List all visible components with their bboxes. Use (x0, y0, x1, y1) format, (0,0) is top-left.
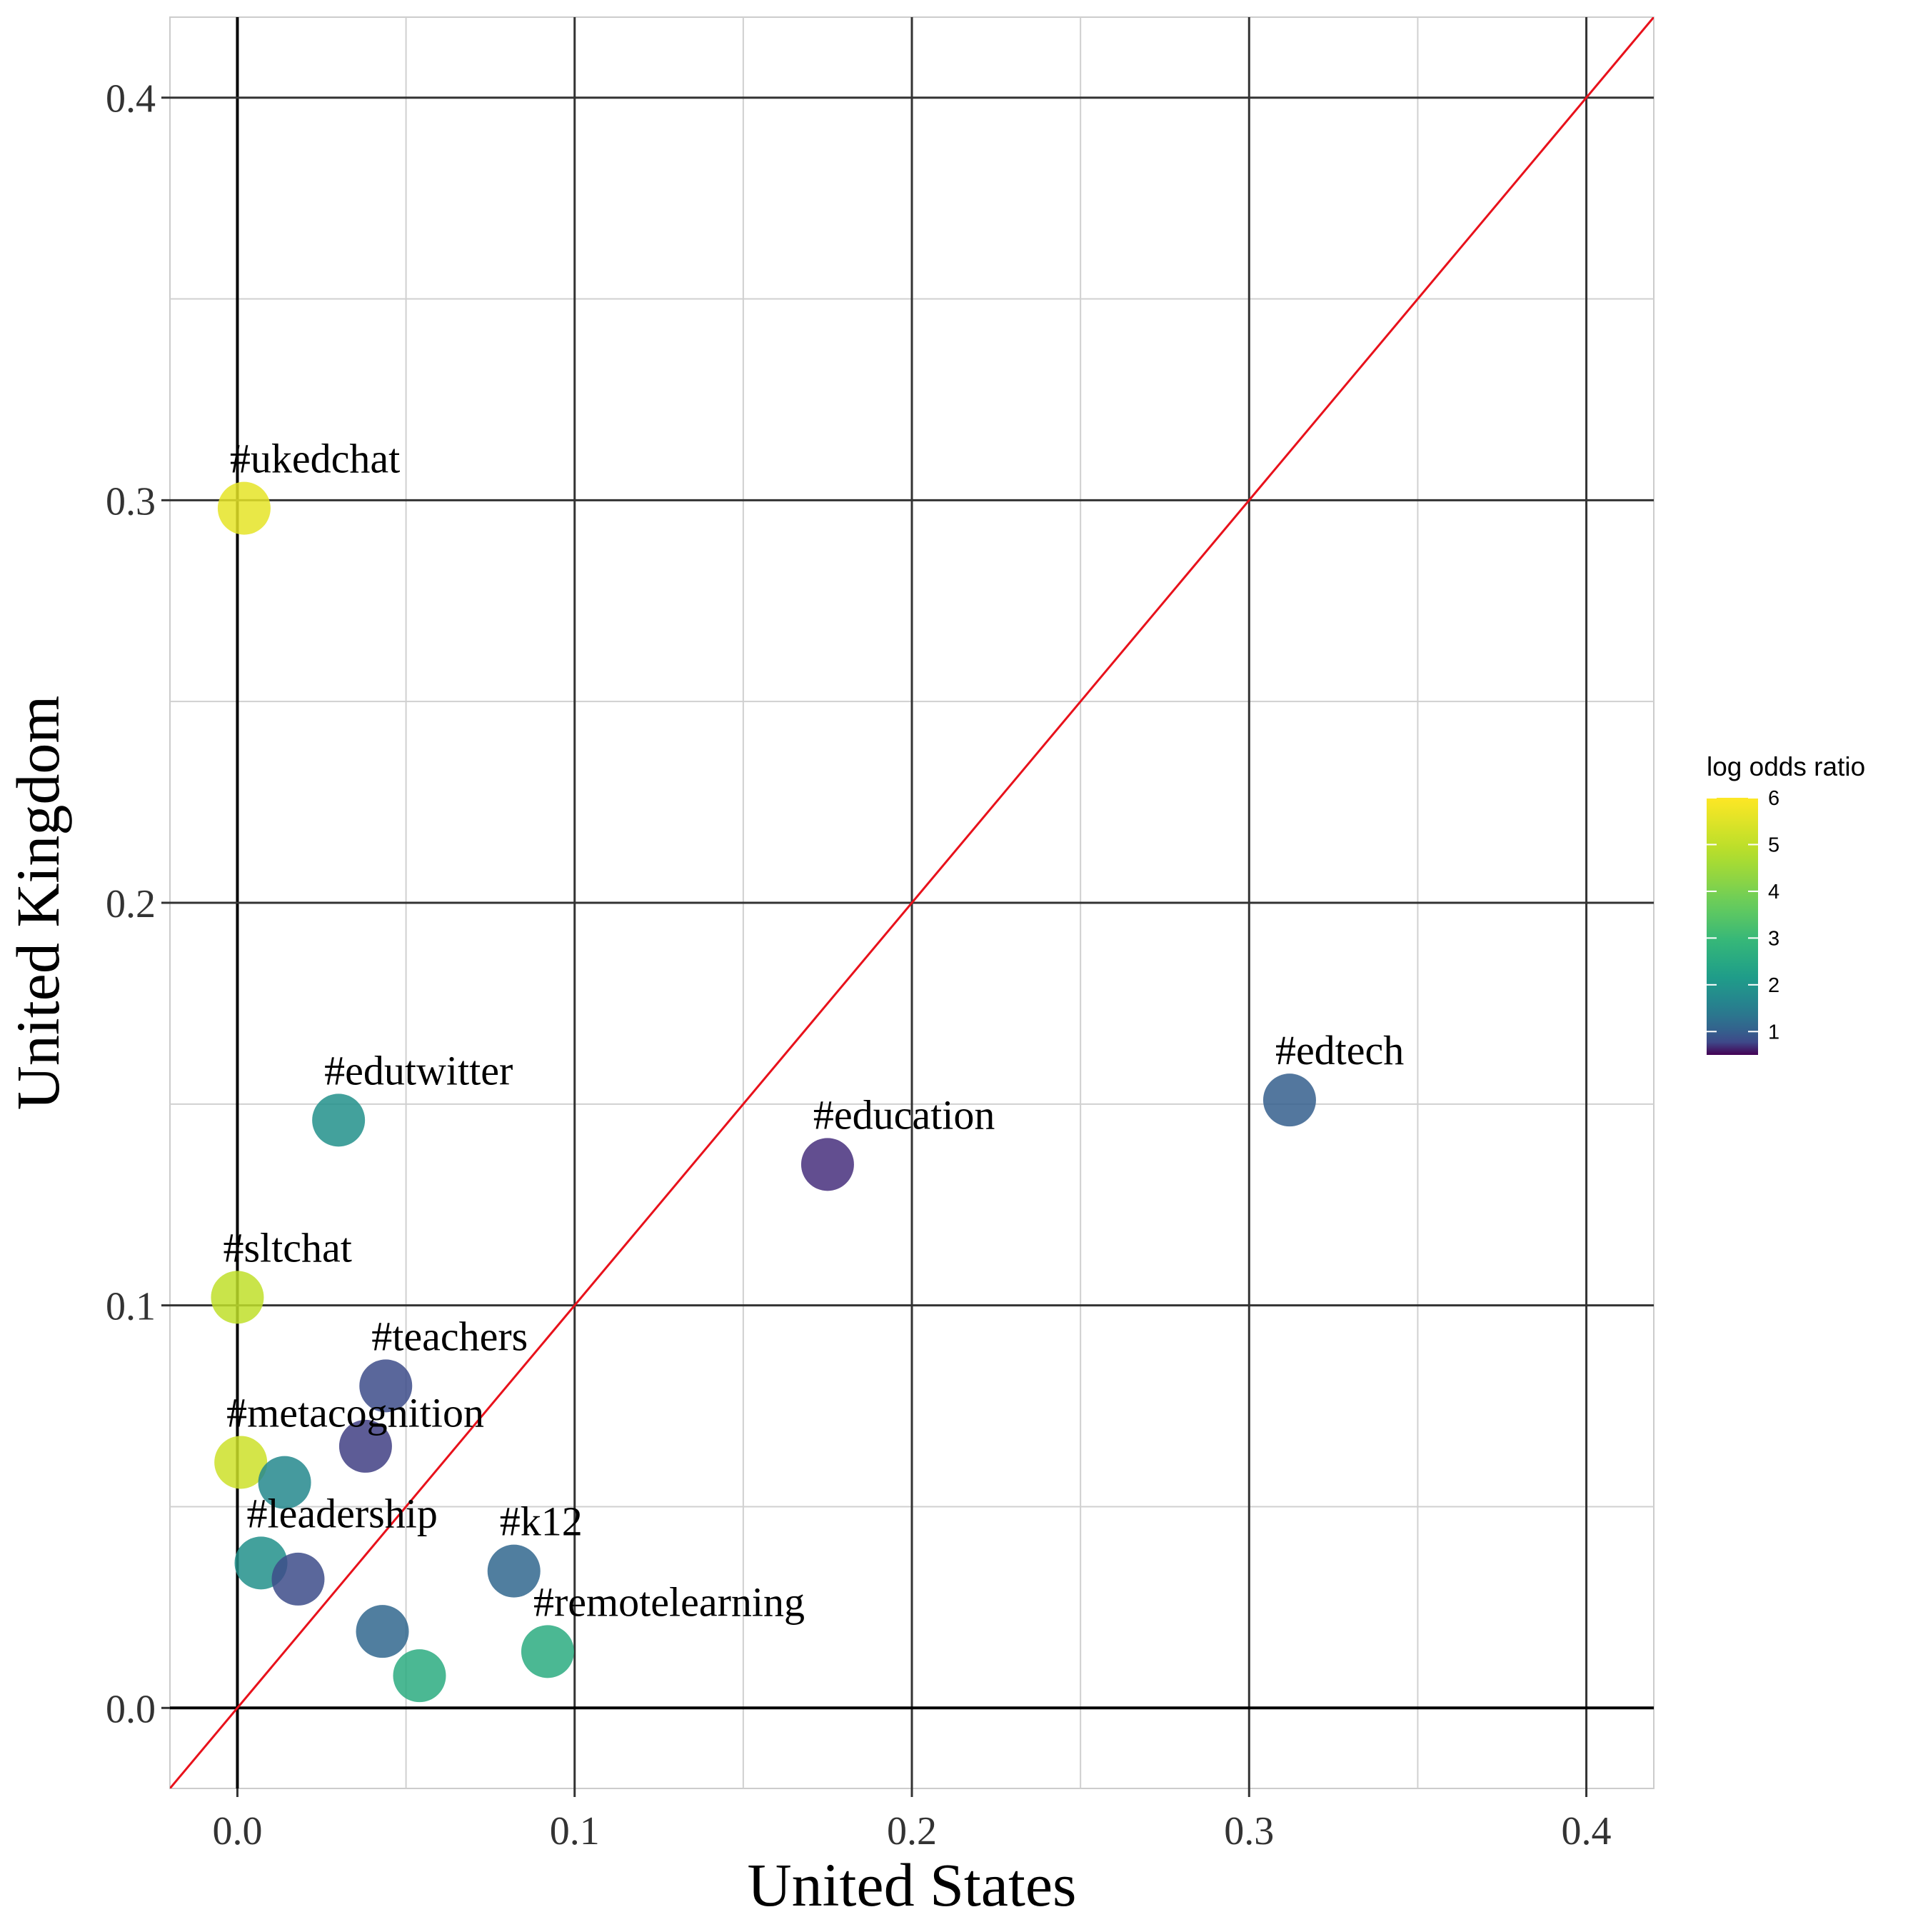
color-legend: log odds ratio 1 2 3 4 5 6 (1707, 752, 1865, 1055)
data-point (393, 1649, 446, 1703)
x-tick-label: 0.4 (1562, 1809, 1612, 1853)
data-point (211, 1271, 264, 1324)
y-tick-label: 0.3 (106, 479, 156, 524)
x-axis-title: United States (748, 1851, 1077, 1919)
point-label: #remotelearning (533, 1578, 805, 1625)
legend-title: log odds ratio (1707, 752, 1865, 781)
data-point (356, 1605, 409, 1658)
legend-ticks: 1 2 3 4 5 6 (1707, 787, 1779, 1043)
data-point (258, 1456, 311, 1509)
data-point (214, 1436, 268, 1489)
point-labels-layer: #ukedchat #edutwitter #education #edtech #sl… (223, 436, 1404, 1626)
point-label: #education (813, 1091, 995, 1138)
data-point (800, 1138, 854, 1191)
data-point (487, 1544, 541, 1598)
point-label: #teachers (371, 1313, 528, 1359)
point-label: #ukedchat (230, 436, 400, 482)
axes: 0.0 0.1 0.2 0.3 0.4 0.0 0.1 0.2 0.3 0.4 (106, 77, 1612, 1853)
x-tick-label: 0.3 (1224, 1809, 1274, 1853)
x-tick-label: 0.1 (550, 1809, 600, 1853)
legend-tick-label: 1 (1768, 1021, 1779, 1043)
legend-tick-label: 5 (1768, 834, 1779, 856)
data-point (312, 1093, 366, 1147)
point-label: #edutwitter (324, 1047, 513, 1093)
legend-tick-label: 3 (1768, 927, 1779, 950)
y-tick-label: 0.4 (106, 77, 156, 121)
y-tick-label: 0.1 (106, 1285, 156, 1329)
y-tick-label: 0.0 (106, 1687, 156, 1731)
data-point (1262, 1073, 1316, 1127)
point-label: #edtech (1275, 1027, 1404, 1073)
data-point (217, 481, 271, 535)
point-label: #metacognition (226, 1389, 484, 1436)
legend-tick-label: 4 (1768, 881, 1779, 904)
reference-line (170, 17, 1654, 1788)
x-tick-label: 0.0 (212, 1809, 262, 1853)
data-point (271, 1552, 325, 1606)
data-point (521, 1625, 574, 1678)
y-tick-label: 0.2 (106, 882, 156, 926)
point-label: #leadership (247, 1490, 438, 1536)
legend-tick-label: 2 (1768, 974, 1779, 997)
legend-colorbar (1707, 798, 1758, 1055)
reference-line-layer (170, 17, 1654, 1788)
point-label: #k12 (500, 1498, 583, 1545)
points-layer (211, 481, 1316, 1703)
legend-tick-label: 6 (1768, 787, 1779, 810)
point-label: #sltchat (223, 1224, 351, 1271)
data-point (338, 1419, 392, 1473)
y-axis-title: United Kingdom (4, 696, 72, 1110)
data-point (359, 1359, 413, 1413)
x-tick-label: 0.2 (887, 1809, 937, 1853)
